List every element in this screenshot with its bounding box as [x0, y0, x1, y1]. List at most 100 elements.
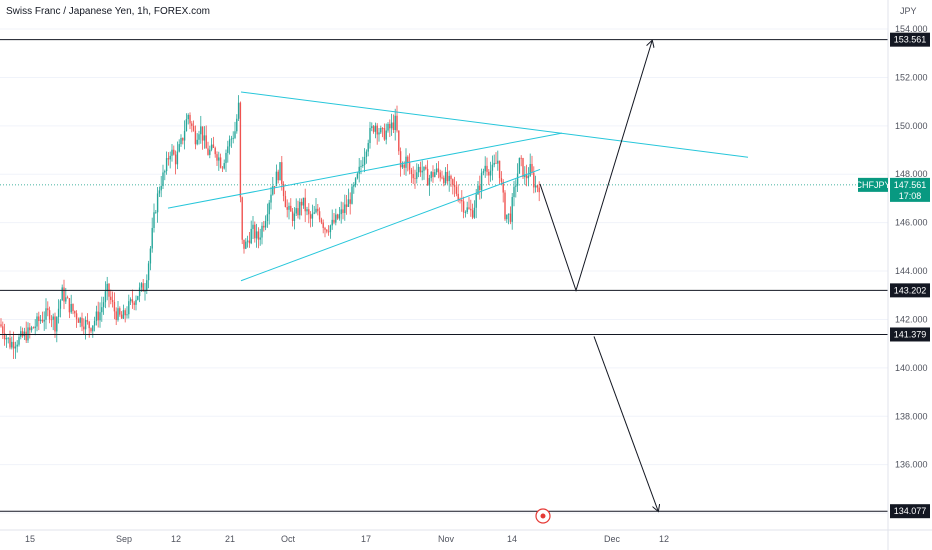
- candle-body: [353, 185, 355, 187]
- candle-body: [74, 311, 76, 314]
- candle-body: [137, 296, 139, 300]
- candle-body: [45, 308, 47, 320]
- candle-body: [349, 199, 351, 204]
- candle-body: [126, 314, 128, 316]
- candle-body: [398, 130, 400, 152]
- candle-body: [138, 287, 141, 297]
- candle-body: [407, 156, 409, 163]
- candle-body: [12, 341, 15, 349]
- candle-body: [338, 214, 341, 219]
- candle-body: [189, 114, 191, 124]
- candle-body: [308, 209, 310, 215]
- candle-body: [443, 177, 445, 184]
- candle-body: [77, 319, 80, 323]
- candle-body: [446, 171, 449, 182]
- price-axis[interactable]: 134.000136.000138.000140.000142.000144.0…: [887, 0, 928, 550]
- candle-body: [230, 138, 233, 140]
- candle-body: [392, 122, 395, 130]
- trendline: [240, 91, 749, 158]
- candle-body: [72, 304, 74, 312]
- candle-body: [209, 149, 211, 155]
- candle-body: [135, 299, 137, 305]
- projection-arrow: [593, 336, 658, 510]
- candle-body: [372, 126, 375, 132]
- level-price-tag: [890, 327, 930, 342]
- candle-body: [124, 310, 126, 316]
- candle-body: [243, 239, 245, 249]
- candle-body: [110, 296, 112, 300]
- y-tick-label: 144.000: [895, 266, 928, 276]
- candlestick-series: [0, 95, 540, 360]
- candle-body: [295, 208, 297, 214]
- candle-body: [529, 163, 531, 176]
- candle-body: [227, 146, 229, 153]
- candle-body: [450, 175, 452, 180]
- candle-body: [155, 212, 157, 214]
- candle-body: [320, 219, 323, 223]
- candle-body: [516, 173, 519, 186]
- candle-body: [275, 171, 278, 187]
- candle-body: [41, 319, 44, 322]
- candle-body: [489, 170, 492, 176]
- candle-body: [434, 172, 436, 177]
- candle-body: [309, 214, 312, 219]
- candle-body: [160, 185, 162, 191]
- x-tick-label: 14: [507, 534, 517, 544]
- trendline-drawings[interactable]: [167, 91, 749, 282]
- candle-body: [331, 219, 333, 226]
- candle-body: [518, 157, 521, 174]
- candle-body: [300, 201, 303, 206]
- candle-body: [171, 149, 173, 156]
- candle-body: [236, 118, 238, 132]
- candle-body: [527, 175, 530, 179]
- candle-body: [381, 128, 384, 129]
- candle-body: [482, 171, 485, 173]
- candle-body: [178, 144, 180, 152]
- candle-body: [457, 193, 459, 200]
- candle-body: [311, 213, 314, 219]
- candle-body: [358, 166, 360, 174]
- candle-body: [7, 337, 9, 339]
- candle-body: [288, 205, 290, 210]
- candle-body: [16, 344, 18, 347]
- candle-body: [266, 214, 269, 222]
- horizontal-levels[interactable]: [0, 39, 888, 512]
- candle-body: [491, 164, 494, 171]
- candle-body: [27, 327, 29, 341]
- level-price-tag: [890, 32, 930, 47]
- candle-body: [104, 291, 107, 303]
- candle-body: [120, 314, 123, 319]
- x-tick-label: 12: [171, 534, 181, 544]
- candle-body: [18, 336, 20, 345]
- candle-body: [86, 320, 89, 322]
- candle-body: [32, 327, 35, 329]
- candle-body: [3, 333, 6, 340]
- candle-body: [261, 225, 263, 238]
- candle-body: [183, 131, 186, 141]
- candle-body: [428, 178, 431, 186]
- candle-body: [416, 172, 418, 179]
- event-marker-icon[interactable]: [535, 508, 551, 524]
- candle-body: [511, 197, 513, 222]
- candle-body: [387, 123, 389, 131]
- projection-arrow: [539, 41, 652, 293]
- candle-body: [43, 319, 45, 322]
- candle-body: [205, 135, 207, 149]
- candle-body: [14, 346, 17, 349]
- candle-body: [500, 178, 503, 182]
- candle-body: [219, 157, 222, 168]
- candle-body: [239, 102, 242, 198]
- candle-body: [156, 193, 159, 213]
- candle-body: [293, 213, 296, 222]
- candle-body: [468, 207, 470, 209]
- candle-body: [408, 162, 411, 170]
- time-axis[interactable]: 15 Sep 12 21 Oct 17 Nov 14 Dec 12: [0, 529, 932, 544]
- candle-body: [52, 316, 54, 320]
- countdown-label: 17:08: [899, 191, 922, 201]
- candle-body: [302, 197, 305, 206]
- y-tick-label: 146.000: [895, 218, 928, 228]
- level-price-label: 134.077: [894, 506, 927, 516]
- projection-arrows[interactable]: [539, 41, 658, 510]
- candle-body: [97, 311, 99, 321]
